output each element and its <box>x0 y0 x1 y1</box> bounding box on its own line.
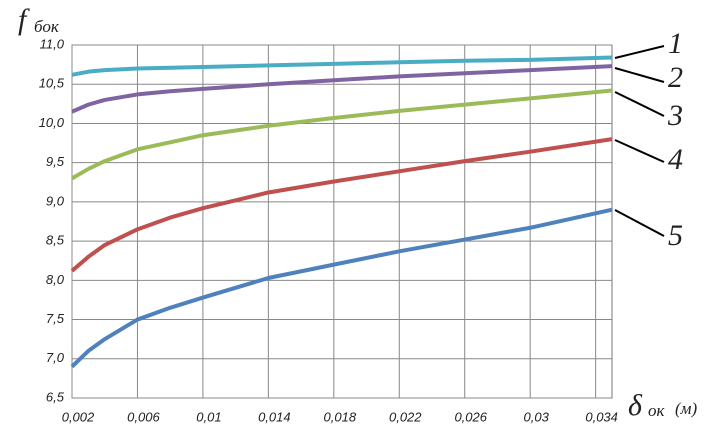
x-tick-label: 0,006 <box>127 409 160 424</box>
series-line <box>70 137 613 273</box>
series-line <box>71 88 613 181</box>
legend-label: 4 <box>668 143 683 176</box>
x-tick-label: 0,01 <box>196 409 221 424</box>
x-tick-label: 0,026 <box>454 409 487 424</box>
x-axis-symbol: δ <box>628 389 643 422</box>
legend-label: 5 <box>668 219 683 252</box>
y-tick-label: 8,0 <box>46 272 65 287</box>
y-tick-label: 8,5 <box>46 233 65 248</box>
series-line <box>71 64 613 114</box>
y-tick-label: 10,5 <box>39 76 65 91</box>
y-tick-label: 7,5 <box>46 311 65 326</box>
y-tick-label: 9,5 <box>46 154 65 169</box>
legend-label: 3 <box>667 99 683 132</box>
y-tick-label: 10,0 <box>39 115 65 130</box>
series-line <box>71 55 613 77</box>
y-axis-symbol: f <box>18 3 30 36</box>
x-tick-label: 0,022 <box>389 409 422 424</box>
legend-label: 1 <box>668 27 683 60</box>
series-line <box>70 207 613 369</box>
legend-label: 2 <box>668 61 683 94</box>
x-axis-subscript: ок <box>648 401 666 420</box>
y-tick-label: 7,0 <box>46 350 65 365</box>
x-tick-label: 0,002 <box>62 409 95 424</box>
y-axis-subscript: бок <box>34 17 60 36</box>
y-tick-label: 11,0 <box>40 36 65 51</box>
x-tick-label: 0,018 <box>324 409 357 424</box>
x-tick-label: 0,014 <box>258 409 291 424</box>
y-tick-label: 6,5 <box>46 389 65 404</box>
x-axis-unit: (м) <box>675 399 698 418</box>
y-tick-label: 9,0 <box>46 193 65 208</box>
leader-lines <box>614 45 665 237</box>
x-tick-label: 0,03 <box>524 409 550 424</box>
x-tick-label: 0,034 <box>585 409 618 424</box>
